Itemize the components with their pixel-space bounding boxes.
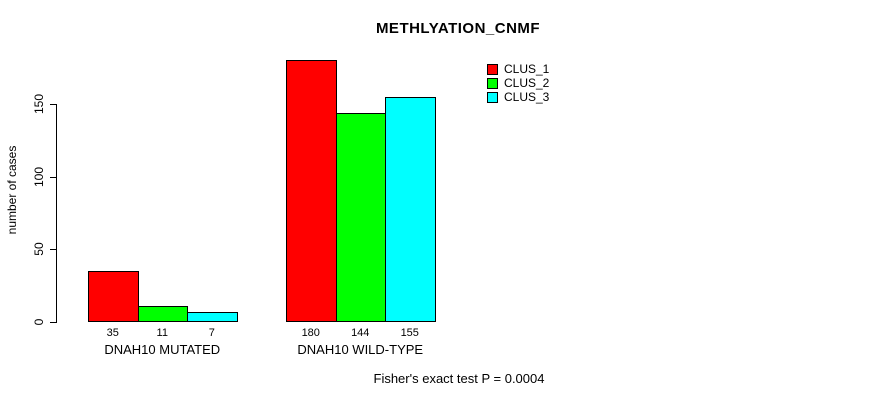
bar-value-label: 35 bbox=[106, 327, 119, 339]
legend-swatch-clus_2 bbox=[487, 78, 498, 89]
group-label: DNAH10 WILD-TYPE bbox=[297, 342, 424, 357]
y-tick-label: 50 bbox=[32, 242, 46, 257]
y-axis-line bbox=[56, 104, 57, 323]
y-tick-mark bbox=[50, 322, 56, 323]
bar-value-label: 180 bbox=[301, 327, 320, 339]
y-tick-label: 150 bbox=[32, 93, 46, 115]
legend-label: CLUS_1 bbox=[504, 62, 550, 76]
legend-swatch-clus_1 bbox=[487, 64, 498, 75]
chart-title: METHLYATION_CNMF bbox=[375, 20, 541, 37]
bar-clus_1-1 bbox=[88, 271, 139, 322]
bar-clus_2-2 bbox=[335, 112, 386, 322]
bar-value-label: 155 bbox=[400, 327, 419, 339]
legend-label: CLUS_2 bbox=[504, 76, 550, 90]
y-tick-label: 0 bbox=[32, 318, 46, 326]
y-tick-mark bbox=[50, 104, 56, 105]
legend-swatch-clus_3 bbox=[487, 92, 498, 103]
bar-value-label: 144 bbox=[351, 327, 370, 339]
bar-value-label: 11 bbox=[156, 327, 168, 339]
bar-clus_1-2 bbox=[286, 60, 337, 322]
bar-clus_3-1 bbox=[187, 311, 238, 322]
group-label: DNAH10 MUTATED bbox=[104, 342, 221, 357]
y-tick-mark bbox=[50, 176, 56, 178]
y-tick-label: 100 bbox=[32, 166, 46, 187]
bar-value-label: 7 bbox=[208, 327, 215, 339]
bar-clus_3-2 bbox=[385, 96, 436, 322]
y-tick-mark bbox=[50, 249, 56, 251]
legend-label: CLUS_3 bbox=[504, 90, 550, 104]
bar-clus_2-1 bbox=[137, 306, 188, 322]
annotation-text: Fisher's exact test P = 0.0004 bbox=[373, 371, 545, 386]
y-axis-label: number of cases bbox=[5, 145, 19, 235]
